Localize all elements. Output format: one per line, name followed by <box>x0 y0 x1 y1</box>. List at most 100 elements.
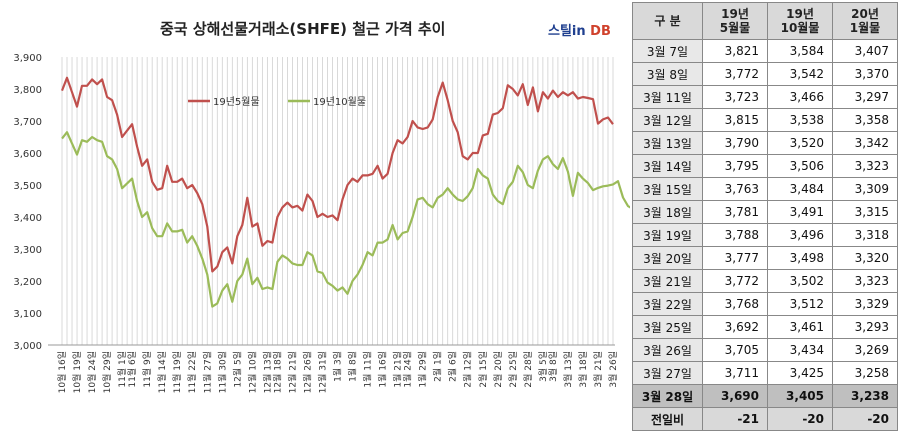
table-row: 3월 22일 3,768 3,512 3,329 <box>632 292 898 316</box>
x-tick-label: 1월 29일 <box>417 351 429 388</box>
price-cell: 3,795 <box>702 154 768 178</box>
x-tick-label: 2월 6일 <box>447 351 459 382</box>
x-tick-label: 1월 21일 <box>392 351 404 388</box>
x-tick-label: 10월 24일 <box>86 351 98 393</box>
price-cell: 3,584 <box>767 39 833 63</box>
x-tick-label: 3월 13일 <box>562 351 574 388</box>
price-cell: 3,466 <box>767 85 833 109</box>
x-tick-label: 11월 30일 <box>216 351 228 393</box>
table-row-change: 전일비 -21 -20 -20 <box>632 407 898 431</box>
table-row: 3월 27일 3,711 3,425 3,258 <box>632 361 898 385</box>
price-cell: 3,269 <box>832 338 898 362</box>
price-cell: 3,692 <box>702 315 768 339</box>
price-cell: -20 <box>832 407 898 431</box>
x-tick-label: 11월 19일 <box>171 351 183 393</box>
x-tick-label: 1월 8일 <box>347 351 359 382</box>
date-cell: 3월 8일 <box>632 62 703 86</box>
x-tick-label: 12월 18일 <box>271 351 283 393</box>
x-tick-label: 1월 3일 <box>332 351 344 382</box>
price-cell: 3,309 <box>832 177 898 201</box>
table-row: 3월 21일 3,772 3,502 3,323 <box>632 269 898 293</box>
table-row: 3월 7일 3,821 3,584 3,407 <box>632 39 898 63</box>
y-tick-label: 3,200 <box>13 277 42 288</box>
chart-panel: 3,000 3,100 3,200 3,300 3,400 3,500 3,600 3,700… <box>13 20 630 394</box>
price-cell: 3,777 <box>702 246 768 270</box>
price-cell: 3,763 <box>702 177 768 201</box>
price-cell: 3,498 <box>767 246 833 270</box>
price-cell: 3,815 <box>702 108 768 132</box>
legend-label: 19년5월물 <box>213 96 260 108</box>
price-cell: 3,772 <box>702 269 768 293</box>
y-tick-label: 3,700 <box>13 117 42 128</box>
price-cell: 3,293 <box>832 315 898 339</box>
x-tick-label: 3월 26일 <box>607 351 619 388</box>
price-cell: 3,425 <box>767 361 833 385</box>
price-cell: 3,323 <box>832 154 898 178</box>
x-tick-label: 12월 21일 <box>286 351 298 393</box>
price-cell: 3,491 <box>767 200 833 224</box>
table-row: 3월 15일 3,763 3,484 3,309 <box>632 177 898 201</box>
x-tick-label: 2월 28일 <box>522 351 534 388</box>
price-cell: 3,258 <box>832 361 898 385</box>
price-cell: -21 <box>702 407 768 431</box>
x-tick-label: 2월 1일 <box>432 351 444 382</box>
price-cell: -20 <box>767 407 833 431</box>
x-tick-label: 11월 22일 <box>186 351 198 393</box>
table-row: 3월 12일 3,815 3,538 3,358 <box>632 108 898 132</box>
date-cell: 3월 22일 <box>632 292 703 316</box>
date-cell: 3월 21일 <box>632 269 703 293</box>
x-tick-label: 11월 14일 <box>156 351 168 393</box>
chart-title: 중국 상해선물거래소(SHFE) 철근 가격 추이 <box>160 20 446 38</box>
x-tick-label: 3월 8일 <box>547 351 559 382</box>
x-tick-label: 1월 16일 <box>377 351 389 388</box>
x-tick-label: 10월 16일 <box>56 351 68 393</box>
price-cell: 3,788 <box>702 223 768 247</box>
header-jan-contract: 20년 1월물 <box>832 2 898 40</box>
x-tick-label: 11월 1일 <box>116 351 128 388</box>
price-cell: 3,711 <box>702 361 768 385</box>
table-header-row: 구 분 19년 5월물 19년 10월물 20년 1월물 <box>632 2 898 40</box>
y-tick-label: 3,800 <box>13 85 42 96</box>
x-tick-label: 3월 21일 <box>592 351 604 388</box>
price-cell: 3,320 <box>832 246 898 270</box>
x-tick-label: 11월 27일 <box>201 351 213 393</box>
header-category: 구 분 <box>632 2 703 40</box>
price-cell: 3,690 <box>702 384 768 408</box>
date-cell: 3월 13일 <box>632 131 703 155</box>
price-cell: 3,318 <box>832 223 898 247</box>
y-tick-label: 3,500 <box>13 181 42 192</box>
line-chart: 3,000 3,100 3,200 3,300 3,400 3,500 3,600 3,700… <box>13 53 630 393</box>
price-table: 구 분 19년 5월물 19년 10월물 20년 1월물 3월 7일 3,821 3,58… <box>632 2 898 431</box>
x-tick-label: 10월 29일 <box>101 351 113 393</box>
y-tick-label: 3,300 <box>13 245 42 256</box>
steelin-db-logo: 스틸in DB <box>548 20 611 39</box>
price-cell: 3,723 <box>702 85 768 109</box>
table-row: 3월 20일 3,777 3,498 3,320 <box>632 246 898 270</box>
x-tick-label: 1월 24일 <box>402 351 414 388</box>
price-cell: 3,407 <box>832 39 898 63</box>
date-cell: 3월 12일 <box>632 108 703 132</box>
table-row: 3월 18일 3,781 3,491 3,315 <box>632 200 898 224</box>
date-cell: 3월 25일 <box>632 315 703 339</box>
price-cell: 3,315 <box>832 200 898 224</box>
date-cell: 3월 18일 <box>632 200 703 224</box>
date-cell: 3월 14일 <box>632 154 703 178</box>
table-row: 3월 13일 3,790 3,520 3,342 <box>632 131 898 155</box>
x-tick-label: 2월 25일 <box>507 351 519 388</box>
header-oct-contract: 19년 10월물 <box>767 2 833 40</box>
y-tick-label: 3,100 <box>13 309 42 320</box>
price-cell: 3,323 <box>832 269 898 293</box>
price-cell: 3,705 <box>702 338 768 362</box>
x-tick-label: 1월 11일 <box>362 351 374 388</box>
date-cell: 3월 27일 <box>632 361 703 385</box>
table-row: 3월 25일 3,692 3,461 3,293 <box>632 315 898 339</box>
table-row: 3월 11일 3,723 3,466 3,297 <box>632 85 898 109</box>
date-cell: 3월 20일 <box>632 246 703 270</box>
x-tick-label: 12월 5일 <box>231 351 243 388</box>
y-tick-label: 3,900 <box>13 53 42 64</box>
date-cell: 전일비 <box>632 407 703 431</box>
price-cell: 3,520 <box>767 131 833 155</box>
legend-label: 19년10월물 <box>313 96 366 108</box>
price-cell: 3,238 <box>832 384 898 408</box>
series-line <box>60 76 614 273</box>
